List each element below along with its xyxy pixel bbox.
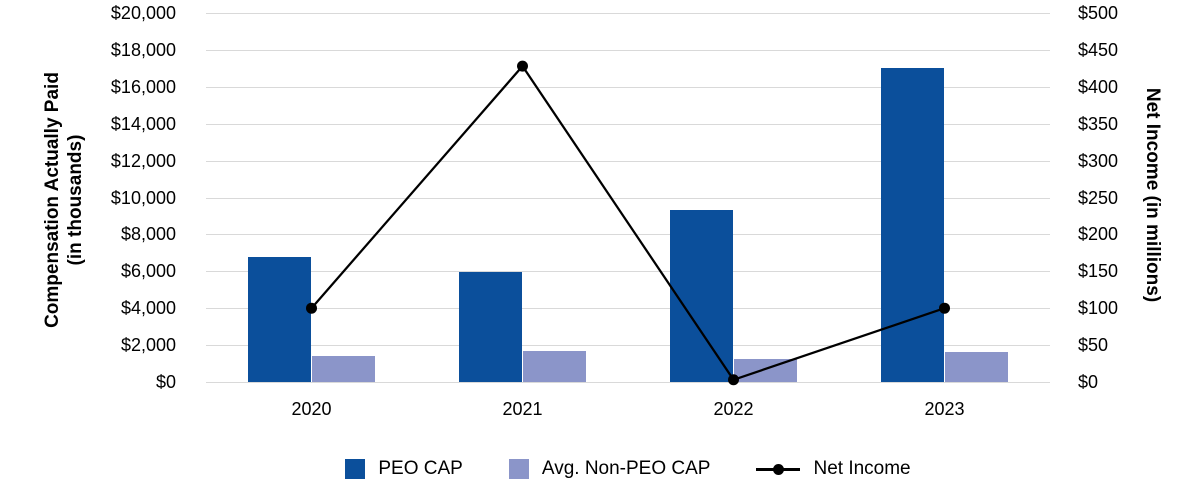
bar-avg-non-peo-cap-2021	[522, 350, 586, 382]
legend-label-avg-non-peo-cap: Avg. Non-PEO CAP	[541, 458, 711, 479]
left-axis-tick-label: $2,000	[120, 335, 176, 356]
legend-item-net-income: Net Income	[756, 458, 911, 480]
x-axis-label-2023: 2023	[924, 399, 965, 419]
bar-avg-non-peo-cap-2020	[311, 356, 375, 382]
gridline	[206, 234, 1050, 236]
right-axis-tick-label: $200	[1078, 224, 1119, 245]
gridline	[206, 86, 1050, 88]
legend-item-peo-cap: PEO CAP	[345, 458, 463, 480]
x-axis-label-2020: 2020	[291, 399, 332, 419]
net-income-point-2022	[728, 374, 739, 386]
line-net-income	[310, 64, 945, 382]
right-axis-tick-label: $100	[1078, 298, 1119, 319]
gridline	[206, 345, 1050, 347]
right-axis-tick-label: $250	[1078, 187, 1119, 208]
left-axis-tick-label: $10,000	[110, 187, 176, 208]
gridline	[206, 271, 1050, 273]
gridline	[206, 308, 1050, 310]
right-axis-tick-label: $300	[1078, 150, 1119, 171]
right-axis-tick-label: $150	[1078, 261, 1119, 282]
right-axis-tick-label: $0	[1078, 372, 1099, 392]
legend-line-marker-icon	[756, 459, 801, 479]
left-axis-tick-label: $0	[155, 372, 176, 392]
bar-avg-non-peo-cap-2023	[944, 351, 1008, 382]
left-axis-tick-label: $14,000	[110, 113, 176, 134]
right-axis-tick-label: $50	[1078, 335, 1109, 356]
legend-label-net-income: Net Income	[813, 458, 911, 479]
legend-item-avg-non-peo-cap: Avg. Non-PEO CAP	[508, 458, 711, 480]
gridline	[206, 49, 1050, 51]
legend: PEO CAP Avg. Non-PEO CAP Net Income	[206, 449, 1050, 489]
left-axis-tick-label: $20,000	[110, 3, 176, 23]
bar-peo-cap-2020	[248, 256, 312, 382]
bar-peo-cap-2022	[670, 210, 734, 382]
net-income-point-2020	[306, 302, 317, 314]
gridline	[206, 13, 1050, 14]
gridline	[206, 382, 1050, 383]
gridline	[206, 160, 1050, 162]
left-axis-tick-label: $8,000	[120, 224, 176, 245]
right-axis-tick-label: $400	[1078, 76, 1119, 97]
legend-marker-dot	[772, 463, 784, 475]
right-axis-tick-label: $450	[1078, 39, 1119, 60]
left-axis-tick-label: $12,000	[110, 150, 176, 171]
right-axis-tick-label: $500	[1078, 3, 1119, 23]
legend-swatch-avg-non-peo-cap-icon	[508, 459, 529, 479]
left-axis-tick-label: $4,000	[120, 298, 176, 319]
net-income-point-2021	[517, 60, 528, 72]
bar-peo-cap-2023	[881, 68, 945, 382]
gridline	[206, 197, 1050, 199]
left-axis-tick-label: $18,000	[110, 39, 176, 60]
right-axis-tick-label: $350	[1078, 113, 1119, 134]
left-axis-tick-label: $6,000	[120, 261, 176, 282]
legend-swatch-peo-cap-icon	[345, 459, 366, 479]
x-axis-label-2021: 2021	[502, 399, 543, 419]
x-axis-label-2022: 2022	[713, 399, 754, 419]
left-axis-tick-label: $16,000	[110, 76, 176, 97]
net-income-point-2023	[939, 302, 950, 314]
bar-peo-cap-2021	[459, 272, 523, 382]
gridline	[206, 123, 1050, 125]
legend-label-peo-cap: PEO CAP	[378, 458, 463, 479]
